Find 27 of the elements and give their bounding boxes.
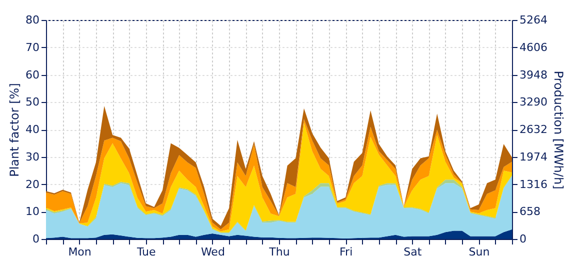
x-tick-label: Sun [468,246,490,258]
y2-tick-label: 3948 [520,68,548,82]
y-tick-label: 70 [26,40,40,54]
y2-tick-label: 658 [520,205,540,218]
y-tick-label: 0 [32,232,40,246]
x-tick-label: Sat [404,246,422,258]
y2-tick-label: 0 [520,232,526,246]
y2-tick-label: 2632 [520,123,548,136]
y-tick-label: 80 [26,14,40,26]
y-tick-label: 30 [26,150,40,164]
y-tick-label: 10 [26,205,40,218]
y2-tick-label: 4606 [520,40,548,54]
y2-tick-label: 1316 [520,178,548,191]
y2-axis-title: Production [MWh/h] [551,70,566,190]
x-tick-label: Wed [200,246,225,258]
x-tick-label: Mon [68,246,92,258]
x-tick-label: Fri [340,246,353,258]
y-tick-label: 50 [26,96,40,109]
y-axis-title: Plant factor [%] [8,83,22,177]
x-tick-label: Thu [268,246,290,258]
x-tick-label: Tue [136,246,156,258]
y2-tick-label: 3290 [520,96,548,109]
y-tick-label: 40 [26,123,40,136]
y2-tick-label: 5264 [520,14,548,26]
y2-tick-label: 1974 [520,150,548,164]
y-tick-label: 60 [26,68,40,82]
y-tick-label: 20 [26,178,40,191]
